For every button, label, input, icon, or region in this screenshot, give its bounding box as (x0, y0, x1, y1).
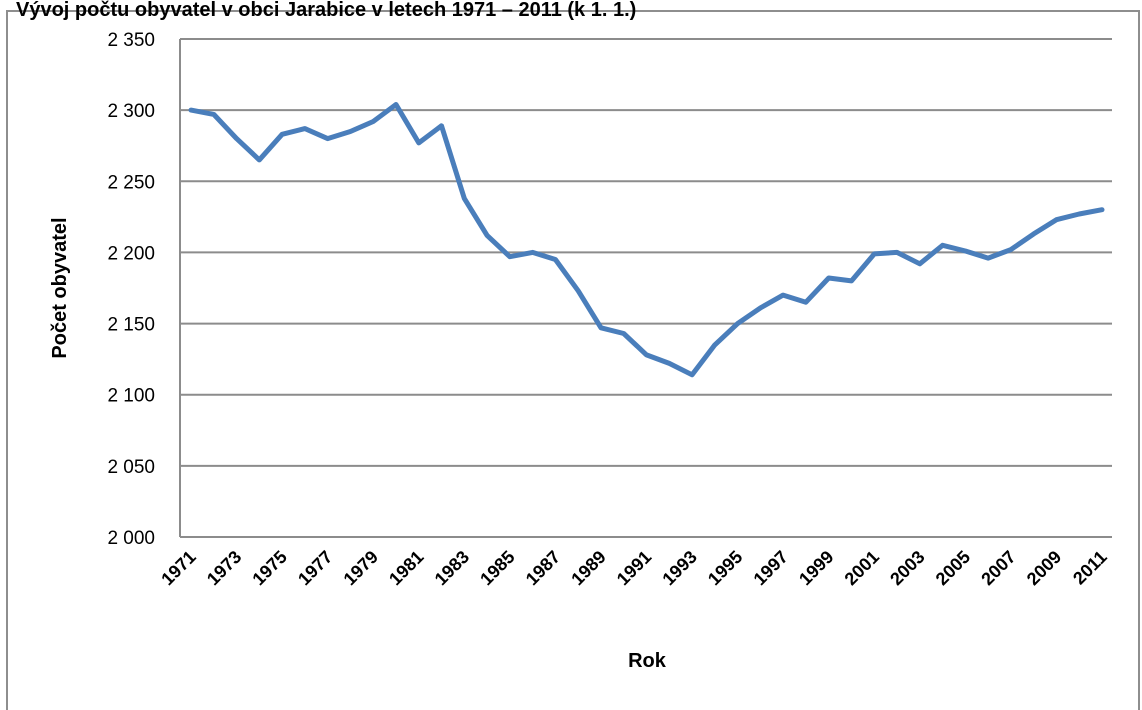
y-tick-label: 2 300 (107, 101, 155, 122)
x-tick-label: 1971 (157, 547, 199, 589)
y-tick-label: 2 350 (107, 30, 155, 51)
x-tick-label: 1977 (294, 547, 336, 589)
x-tick-label: 1989 (567, 547, 609, 589)
x-tick-label: 2007 (977, 547, 1019, 589)
x-tick-label: 1973 (203, 547, 245, 589)
x-axis-ticks: 1971 1973 1975 1977 1979 1981 1983 1985 1987 1989… (157, 547, 1110, 589)
y-tick-label: 2 200 (107, 243, 155, 264)
y-tick-label: 2 250 (107, 172, 155, 193)
x-tick-label: 1993 (658, 547, 700, 589)
x-tick-label: 1987 (522, 547, 564, 589)
x-tick-label: 2003 (886, 547, 928, 589)
y-tick-label: 2 050 (107, 457, 155, 478)
x-tick-label: 1983 (431, 547, 473, 589)
series-line (188, 102, 1105, 378)
y-axis-ticks: 2 000 2 050 2 100 2 150 2 200 2 250 2 300 2 350 (107, 30, 155, 549)
y-tick-label: 2 000 (107, 528, 155, 549)
y-axis-label: Počet obyvatel (49, 217, 71, 358)
x-tick-label: 1985 (476, 547, 518, 589)
x-axis-label: Rok (628, 650, 667, 672)
x-tick-label: 1997 (750, 547, 792, 589)
x-tick-label: 1979 (340, 547, 382, 589)
x-tick-label: 1995 (704, 547, 746, 589)
x-tick-label: 1999 (795, 547, 837, 589)
series-lines (188, 102, 1105, 378)
gridlines (179, 38, 1112, 538)
chart-title: Vývoj počtu obyvatel v obci Jarabice v l… (16, 0, 637, 21)
x-tick-label: 2005 (932, 547, 974, 589)
y-tick-label: 2 150 (107, 315, 155, 336)
x-tick-label: 1991 (613, 547, 655, 589)
x-tick-label: 2001 (841, 547, 883, 589)
x-tick-label: 1981 (385, 547, 427, 589)
chart-frame: Vývoj počtu obyvatel v obci Jarabice v l… (6, 0, 1140, 710)
x-tick-label: 1975 (248, 547, 290, 589)
x-tick-label: 2009 (1023, 547, 1065, 589)
y-tick-label: 2 100 (107, 386, 155, 407)
x-tick-label: 2011 (1069, 547, 1111, 589)
